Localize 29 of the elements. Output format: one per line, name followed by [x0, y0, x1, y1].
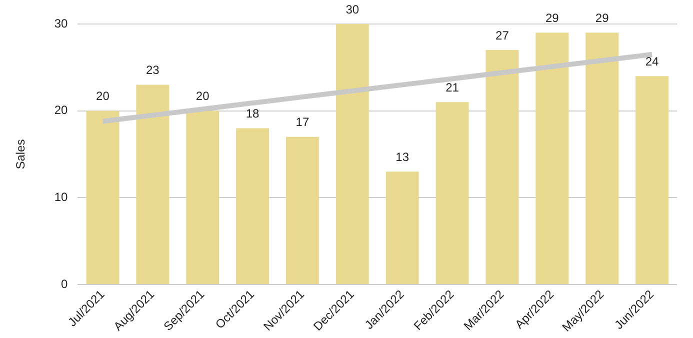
- bar: [486, 50, 519, 284]
- y-tick-label: 10: [54, 190, 68, 204]
- bar: [436, 102, 469, 284]
- bar: [386, 172, 419, 284]
- data-label: 27: [496, 28, 510, 42]
- data-label: 13: [396, 150, 410, 164]
- data-label: 30: [346, 2, 360, 16]
- bar: [236, 128, 270, 284]
- y-tick-label: 0: [61, 276, 68, 291]
- data-label: 18: [246, 106, 260, 121]
- data-label: 24: [645, 54, 660, 68]
- y-tick-label: 20: [54, 103, 68, 118]
- bar: [586, 32, 619, 284]
- bar: [636, 76, 669, 284]
- data-label: 20: [196, 89, 210, 104]
- data-label: 29: [595, 11, 610, 25]
- bar: [86, 110, 120, 284]
- y-tick-label: 30: [54, 16, 68, 30]
- data-label: 21: [446, 80, 460, 94]
- data-label: 20: [96, 89, 110, 104]
- data-label: 23: [146, 63, 160, 78]
- bar: [186, 110, 220, 284]
- data-label: 29: [545, 11, 560, 25]
- bar: [136, 84, 170, 284]
- y-axis-title: Sales: [14, 139, 28, 170]
- data-label: 17: [296, 115, 310, 130]
- bar: [336, 24, 369, 284]
- bar: [286, 136, 319, 284]
- bar: [536, 32, 569, 284]
